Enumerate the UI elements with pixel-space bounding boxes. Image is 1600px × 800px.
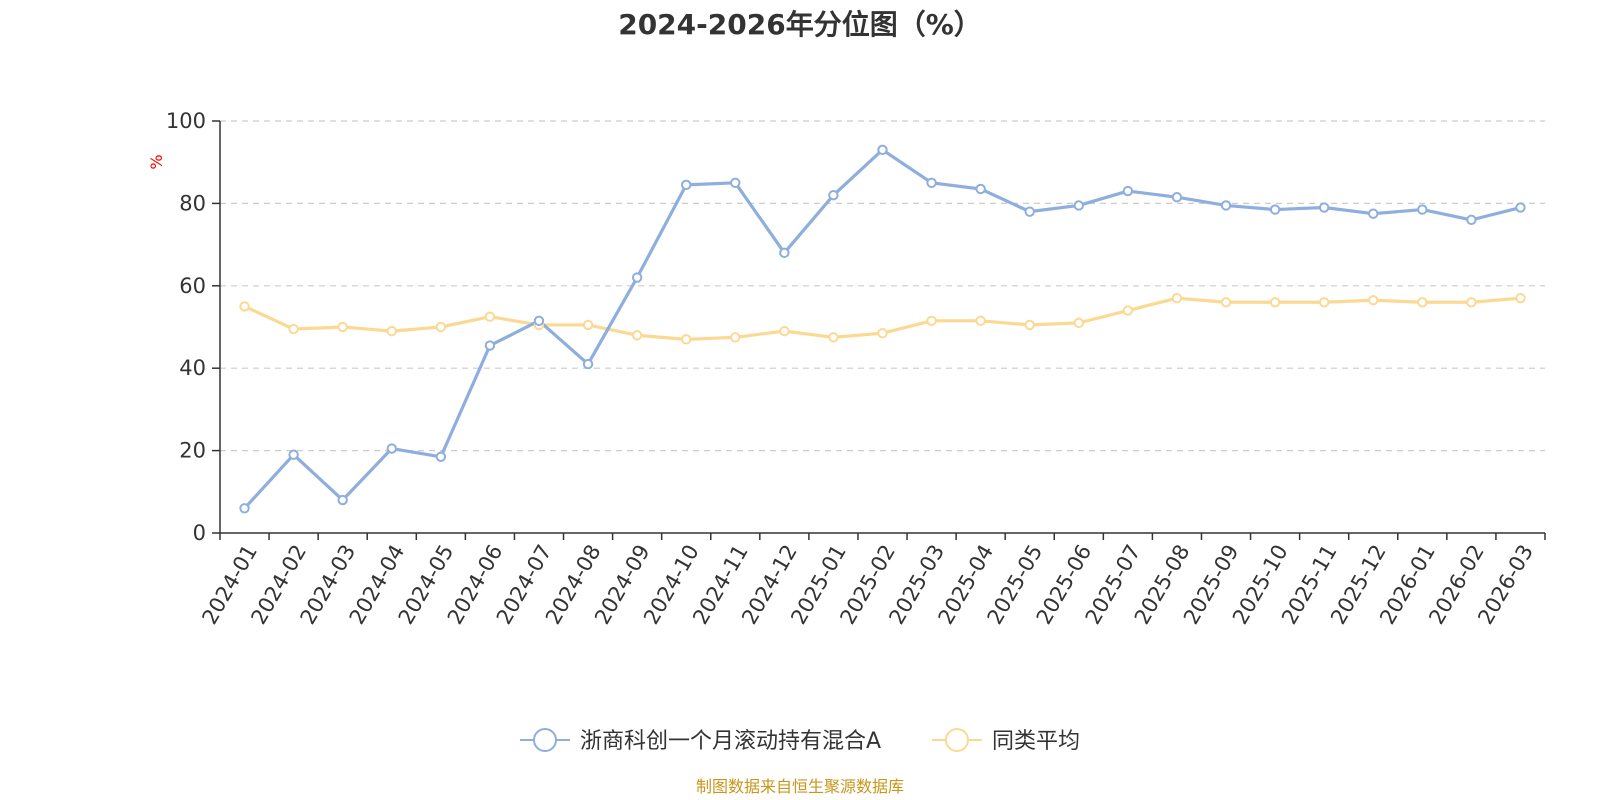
legend-item-1[interactable]: 浙商科创一个月滚动持有混合A bbox=[520, 728, 881, 754]
grid-lines bbox=[220, 120, 1545, 452]
series-points bbox=[239, 144, 1526, 514]
legend-label: 同类平均 bbox=[992, 729, 1080, 754]
series-1-point bbox=[631, 272, 643, 283]
y-tick-label: 80 bbox=[179, 191, 206, 215]
series-1-point bbox=[288, 449, 299, 460]
series-1-point bbox=[926, 177, 937, 189]
series-2-point bbox=[1417, 297, 1428, 308]
y-tick-label: 0 bbox=[193, 521, 206, 545]
series-2-point bbox=[1318, 297, 1330, 308]
source-note: 制图数据来自恒生聚源数据库 bbox=[696, 777, 904, 796]
series-1-point bbox=[681, 179, 692, 191]
series-2-point bbox=[681, 334, 692, 345]
chart-title: 2024-2026年分位图（%） bbox=[618, 8, 982, 41]
series-2-point bbox=[1466, 297, 1477, 308]
series-2-point bbox=[1122, 305, 1134, 316]
series-2-point bbox=[582, 319, 594, 331]
series-2-point bbox=[631, 330, 643, 341]
series-1-point bbox=[1368, 208, 1379, 219]
series-1-point bbox=[877, 144, 888, 156]
legend-item-2[interactable]: 同类平均 bbox=[932, 728, 1080, 754]
series-1-point bbox=[533, 315, 545, 327]
y-axis-unit-label: % bbox=[147, 154, 166, 169]
series-2-point bbox=[1073, 317, 1084, 329]
y-axis: 0 20 40 60 80 100 bbox=[166, 109, 221, 545]
series-2-point bbox=[828, 332, 839, 343]
series-1-point bbox=[975, 183, 986, 195]
x-axis: 2024-012024-022024-032024-042024-052024-… bbox=[197, 532, 1546, 628]
series-1-point bbox=[1417, 204, 1428, 215]
series-1-point bbox=[1269, 204, 1281, 215]
legend-marker bbox=[533, 728, 557, 752]
series-2-point bbox=[1368, 295, 1379, 306]
y-tick-label: 100 bbox=[166, 109, 206, 133]
series-2-point bbox=[730, 332, 741, 343]
series-2-point bbox=[1171, 292, 1183, 304]
series-1-point bbox=[1466, 214, 1477, 226]
series-1-point bbox=[779, 247, 790, 259]
series-2-point bbox=[926, 315, 937, 327]
y-tick-label: 20 bbox=[179, 439, 206, 463]
series-1-point bbox=[1122, 185, 1134, 197]
series-1-point bbox=[730, 177, 741, 189]
series-1-point bbox=[386, 443, 397, 454]
series-1-point bbox=[1515, 202, 1526, 213]
series-2-point bbox=[1269, 297, 1281, 308]
series-1-point bbox=[484, 340, 496, 351]
series-2-point bbox=[975, 315, 986, 327]
series-2-point bbox=[484, 311, 496, 322]
series-1-point bbox=[1220, 200, 1232, 211]
series-2-point bbox=[1220, 297, 1232, 308]
series-2-point bbox=[1515, 292, 1526, 304]
series-2-point bbox=[435, 321, 447, 333]
series-1-point bbox=[435, 451, 447, 462]
legend: 浙商科创一个月滚动持有混合A 同类平均 bbox=[520, 728, 1080, 754]
series-1-point bbox=[337, 494, 348, 506]
series-2-point bbox=[1024, 319, 1035, 331]
series-1-point bbox=[1318, 202, 1330, 213]
series-2-point bbox=[288, 323, 299, 335]
legend-label: 浙商科创一个月滚动持有混合A bbox=[580, 729, 881, 754]
series-2-point bbox=[386, 325, 397, 337]
series-1-point bbox=[239, 503, 250, 514]
series-2-point bbox=[877, 327, 888, 339]
y-tick-label: 40 bbox=[179, 356, 206, 380]
y-tick-label: 60 bbox=[179, 274, 206, 298]
series-1-point bbox=[1073, 200, 1084, 211]
series-1-point bbox=[582, 358, 594, 370]
series-2-point bbox=[239, 301, 250, 312]
legend-marker bbox=[945, 728, 969, 752]
series-2-point bbox=[779, 325, 790, 337]
series-2-point bbox=[337, 321, 348, 333]
series-1-point bbox=[1024, 206, 1035, 217]
series-1-point bbox=[1171, 192, 1183, 203]
series-1-point bbox=[828, 189, 839, 201]
